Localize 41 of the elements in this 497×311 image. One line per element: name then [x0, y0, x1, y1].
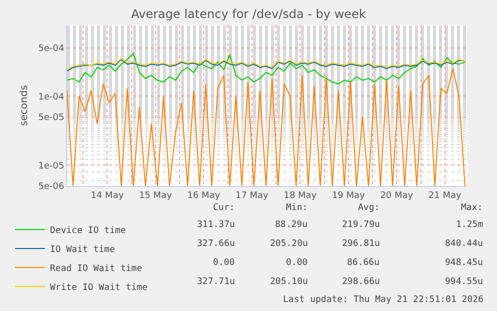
chart-title: Average latency for /dev/sda - by week — [131, 7, 366, 22]
text: 0.00 — [286, 258, 308, 268]
text: 327.66u — [197, 239, 235, 249]
text: 298.66u — [342, 277, 380, 287]
text: Last update: Thu May 21 22:51:01 2026 — [283, 295, 484, 305]
line-series — [67, 68, 466, 186]
x-tick-label: 21 May — [428, 190, 462, 201]
legend-label: Write IO Wait time — [50, 283, 148, 294]
x-tick-label: 20 May — [380, 190, 414, 201]
y-tick-label: 1e-05 — [38, 161, 64, 172]
text: Avg: — [358, 203, 380, 213]
y-axis-title: seconds — [19, 85, 30, 126]
text: 205.20u — [270, 239, 308, 249]
text: 205.10u — [270, 277, 308, 287]
text: Cur: — [213, 203, 235, 213]
text: 0.00 — [213, 258, 235, 268]
x-tick-label: 17 May — [235, 190, 270, 201]
text: 88.29u — [275, 220, 308, 230]
y-tick-label: 1e-04 — [38, 92, 64, 102]
x-tick-label: 18 May — [284, 190, 318, 201]
text: 219.79u — [342, 220, 380, 230]
text: 296.81u — [342, 239, 380, 249]
legend-label: Device IO time — [50, 226, 126, 236]
text: 311.37u — [197, 220, 235, 230]
legend-label: Read IO Wait time — [50, 264, 142, 274]
x-tick-label: 15 May — [138, 190, 173, 201]
y-tick-label: 5e-04 — [38, 44, 64, 54]
legend-label: IO Wait time — [50, 245, 116, 256]
text: Max: — [461, 203, 483, 213]
text: 840.44u — [445, 239, 483, 249]
text: 86.66u — [347, 258, 380, 268]
text: 948.45u — [445, 258, 483, 268]
text: Min: — [286, 203, 308, 213]
text: 327.71u — [197, 277, 235, 287]
x-tick-label: 14 May — [90, 190, 124, 201]
y-tick-label: 5e-06 — [38, 182, 64, 192]
x-tick-label: 19 May — [332, 190, 366, 201]
text: 1.25m — [456, 220, 484, 230]
y-tick-label: 5e-05 — [38, 113, 64, 124]
text: 994.55u — [445, 277, 483, 287]
x-tick-label: 16 May — [187, 190, 221, 201]
